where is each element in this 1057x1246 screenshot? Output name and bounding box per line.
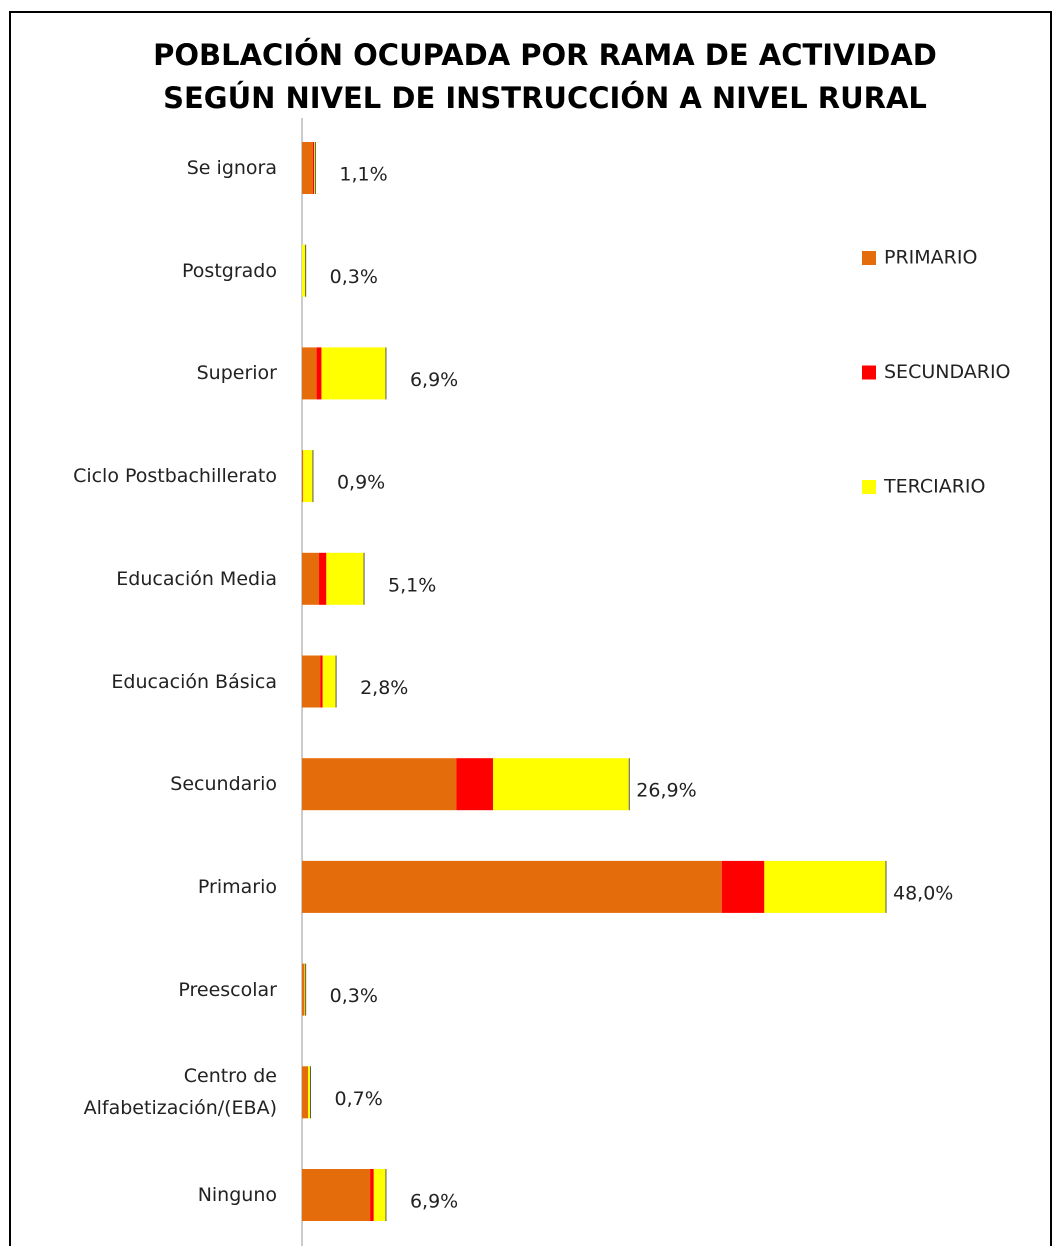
bar-segment bbox=[764, 860, 886, 913]
bar-segment bbox=[373, 1169, 386, 1221]
bar-segment bbox=[302, 655, 321, 708]
category-label: Superior bbox=[196, 362, 277, 385]
category-label: Secundario bbox=[170, 773, 277, 796]
legend-label: PRIMARIO bbox=[884, 247, 977, 269]
total-label: 2,8% bbox=[360, 677, 408, 699]
legend-swatch bbox=[862, 480, 876, 494]
total-label: 0,9% bbox=[337, 472, 385, 494]
total-label: 1,1% bbox=[339, 164, 387, 186]
total-label: 48,0% bbox=[893, 882, 953, 904]
total-label: 0,7% bbox=[335, 1088, 383, 1110]
bar-segment bbox=[302, 244, 306, 297]
category-label: Ciclo Postbachillerato bbox=[73, 465, 277, 488]
bar-segment bbox=[302, 860, 722, 913]
bar-segment bbox=[302, 142, 313, 194]
total-label: 5,1% bbox=[388, 574, 436, 596]
bar-segment bbox=[302, 552, 320, 605]
category-label: Educación Básica bbox=[111, 670, 277, 693]
legend-swatch bbox=[862, 251, 876, 265]
total-label: 26,9% bbox=[636, 780, 696, 802]
bar-segment bbox=[302, 758, 457, 811]
legend-label: TERCIARIO bbox=[883, 476, 986, 498]
total-label: 6,9% bbox=[410, 369, 458, 391]
bar-segment bbox=[493, 758, 630, 811]
bar-segment bbox=[304, 963, 306, 1016]
frame bbox=[9, 11, 1052, 1246]
chart-title: SEGÚN NIVEL DE INSTRUCCIÓN A NIVEL RURAL bbox=[163, 81, 927, 115]
bar-segment bbox=[322, 655, 337, 708]
bar-segment bbox=[370, 1169, 374, 1221]
chart-title: POBLACIÓN OCUPADA POR RAMA DE ACTIVIDAD bbox=[153, 38, 937, 72]
bar-segment bbox=[302, 450, 304, 503]
category-label: Centro de Alfabetización/(EBA) bbox=[83, 1065, 277, 1120]
bar-segment bbox=[326, 552, 365, 605]
bar-segment bbox=[303, 450, 313, 503]
bar-segment bbox=[302, 347, 317, 400]
bar-segment bbox=[314, 142, 316, 194]
total-label: 0,3% bbox=[330, 985, 378, 1007]
bar-segment bbox=[319, 552, 327, 605]
total-label: 0,3% bbox=[330, 266, 378, 288]
category-label: Ninguno bbox=[197, 1184, 277, 1206]
total-label: 6,9% bbox=[410, 1191, 458, 1213]
bar-segment bbox=[308, 1066, 311, 1119]
bar-segment bbox=[302, 1169, 371, 1221]
bar-segment bbox=[321, 347, 386, 400]
bar-segment bbox=[302, 963, 305, 1016]
legend-swatch bbox=[862, 365, 876, 380]
legend-label: SECUNDARIO bbox=[884, 361, 1011, 383]
bar-segment bbox=[302, 1066, 309, 1119]
category-label: Educación Media bbox=[116, 567, 277, 590]
category-label: Se ignora bbox=[186, 157, 277, 179]
category-label: Preescolar bbox=[178, 978, 277, 1001]
category-label: Postgrado bbox=[182, 259, 277, 282]
bar-segment bbox=[320, 655, 323, 708]
bar-segment bbox=[456, 758, 494, 811]
category-label: Primario bbox=[197, 875, 277, 898]
bar-segment bbox=[316, 347, 322, 400]
bar-segment bbox=[721, 860, 765, 913]
bar-segment bbox=[312, 142, 315, 194]
